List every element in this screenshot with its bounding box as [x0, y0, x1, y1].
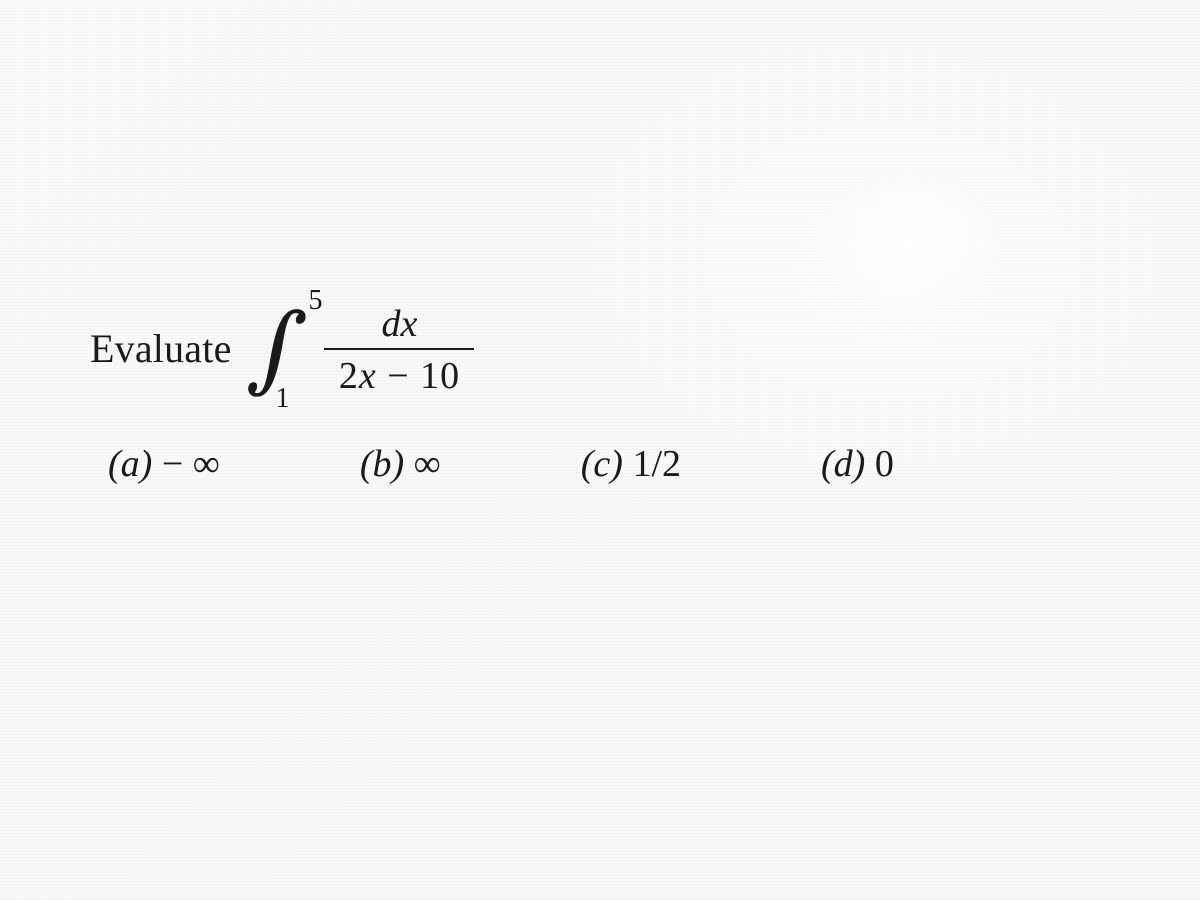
- choice-a-value: − ∞: [152, 443, 220, 485]
- integral-upper-limit: 5: [308, 290, 322, 311]
- choice-c[interactable]: (c) 1/2: [581, 442, 681, 486]
- choice-b[interactable]: (b) ∞: [360, 442, 441, 486]
- choice-d[interactable]: (d) 0: [821, 442, 894, 486]
- choice-a-label: (a): [108, 443, 152, 485]
- integrand-fraction: dx 2x − 10: [324, 302, 474, 398]
- choice-c-label: (c): [581, 443, 623, 485]
- choice-a[interactable]: (a) − ∞: [108, 442, 220, 486]
- denominator-coeff: 2: [339, 355, 359, 397]
- denominator-variable: x: [359, 355, 377, 397]
- choice-d-label: (d): [821, 443, 865, 485]
- choice-b-label: (b): [360, 443, 404, 485]
- prompt-row: Evaluate ∫ 5 1 dx 2x − 10: [90, 300, 1110, 396]
- choice-d-value: 0: [865, 443, 894, 485]
- integral-expression: ∫ 5 1 dx 2x − 10: [246, 300, 475, 396]
- fraction-numerator: dx: [374, 302, 426, 348]
- question-block: Evaluate ∫ 5 1 dx 2x − 10 (a) − ∞ (b) ∞ …: [90, 300, 1110, 486]
- denominator-rest: − 10: [377, 355, 460, 397]
- choice-b-value: ∞: [404, 443, 441, 485]
- prompt-text: Evaluate: [90, 325, 232, 372]
- choice-c-value: 1/2: [623, 443, 681, 485]
- fraction-denominator: 2x − 10: [331, 350, 468, 398]
- answer-choices: (a) − ∞ (b) ∞ (c) 1/2 (d) 0: [90, 442, 1110, 486]
- integral-sign-icon: ∫ 5 1: [246, 318, 309, 387]
- integral-lower-limit: 1: [276, 388, 290, 409]
